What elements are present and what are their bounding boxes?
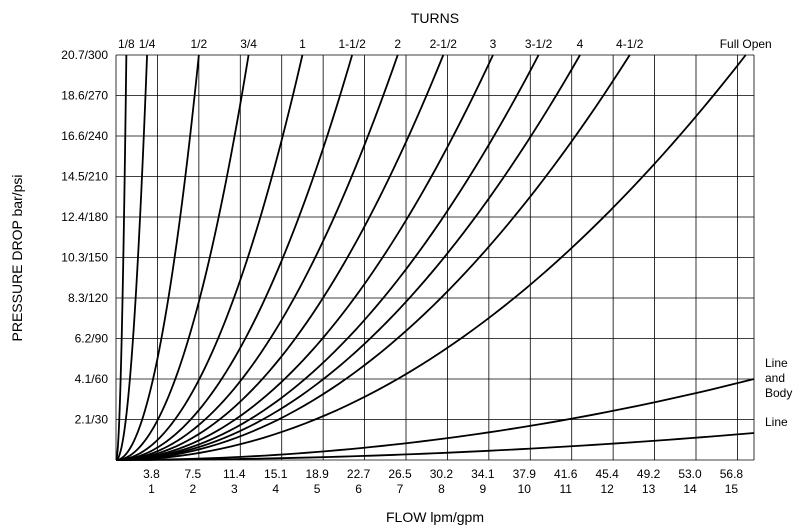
- line-curve-1-label-2: and: [765, 371, 785, 385]
- y-tick-labels: 2.1/30 4.1/60 6.2/90 8.3/120 10.3/150 12.4/18…: [61, 48, 108, 427]
- curve-turns-7: [115, 54, 399, 461]
- y-tick-4: 8.3/120: [68, 291, 108, 305]
- x-tick-lpm-2: 7.5: [185, 467, 202, 481]
- turn-label-3: 1/2: [191, 37, 208, 51]
- y-tick-9: 18.6/270: [61, 89, 108, 103]
- x-tick-gpm-8: 8: [438, 482, 445, 496]
- x-tick-lpm-1: 3.8: [143, 467, 160, 481]
- turn-label-1: 1/8: [118, 37, 135, 51]
- x-tick-gpm-6: 6: [355, 482, 362, 496]
- x-tick-lpm-10: 37.9: [513, 467, 537, 481]
- y-tick-5: 10.3/150: [61, 251, 108, 265]
- top-title: TURNS: [411, 10, 459, 26]
- turn-label-6: 1-1/2: [338, 37, 366, 51]
- x-tick-gpm-2: 2: [190, 482, 197, 496]
- x-tick-lpm-15: 56.8: [720, 467, 744, 481]
- line-curve-1: [115, 378, 755, 461]
- y-tick-8: 16.6/240: [61, 129, 108, 143]
- line-curve-2-label-1: Line: [765, 415, 788, 429]
- x-tick-lpm-12: 45.4: [595, 467, 619, 481]
- turn-label-5: 1: [299, 37, 306, 51]
- y-axis-title: PRESSURE DROP bar/psi: [9, 174, 25, 341]
- y-tick-6: 12.4/180: [61, 210, 108, 224]
- turn-labels: 1/8 1/4 1/2 3/4 1 1-1/2 2 2-1/2 3 3-1/2 4 4-1/2 Full…: [118, 37, 772, 51]
- x-tick-gpm-7: 7: [397, 482, 404, 496]
- line-curve-2: [115, 432, 755, 461]
- turn-label-4: 3/4: [240, 37, 257, 51]
- curve-turns-12: [115, 54, 631, 461]
- turn-label-7: 2: [394, 37, 401, 51]
- y-tick-3: 6.2/90: [75, 332, 109, 346]
- x-tick-gpm-11: 11: [559, 482, 572, 496]
- curve-turns-5: [115, 54, 304, 461]
- x-tick-gpm-15: 15: [725, 482, 739, 496]
- x-tick-lpm-8: 30.2: [430, 467, 454, 481]
- x-tick-gpm-5: 5: [314, 482, 321, 496]
- grid: [115, 54, 755, 461]
- x-tick-gpm-12: 12: [600, 482, 614, 496]
- turn-label-8: 2-1/2: [430, 37, 458, 51]
- turn-curves: [115, 54, 747, 461]
- curve-turns-9: [115, 54, 494, 461]
- x-tick-lpm-4: 15.1: [264, 467, 288, 481]
- x-tick-gpm-4: 4: [272, 482, 279, 496]
- x-tick-gpm-10: 10: [518, 482, 532, 496]
- turn-label-12: 4-1/2: [616, 37, 644, 51]
- curve-turns-8: [115, 54, 445, 461]
- x-tick-labels: 3.81 7.52 11.43 15.14 18.95 22.76 26.57 30.28 34…: [143, 467, 743, 496]
- line-curve-1-label-1: Line: [765, 356, 788, 370]
- x-tick-lpm-11: 41.6: [554, 467, 578, 481]
- curve-turns-4: [115, 54, 250, 461]
- curve-turns-10: [115, 54, 540, 461]
- curve-turns-3: [115, 54, 200, 461]
- x-tick-gpm-13: 13: [642, 482, 656, 496]
- x-tick-lpm-6: 22.7: [347, 467, 371, 481]
- x-tick-lpm-14: 53.0: [678, 467, 702, 481]
- x-tick-gpm-1: 1: [148, 482, 155, 496]
- x-tick-gpm-3: 3: [231, 482, 238, 496]
- x-tick-lpm-3: 11.4: [223, 467, 246, 481]
- turn-label-9: 3: [490, 37, 497, 51]
- x-tick-lpm-13: 49.2: [637, 467, 661, 481]
- y-tick-7: 14.5/210: [61, 170, 108, 184]
- x-tick-lpm-9: 34.1: [471, 467, 495, 481]
- x-tick-gpm-14: 14: [683, 482, 697, 496]
- y-tick-2: 4.1/60: [75, 372, 109, 386]
- curve-turns-11: [115, 54, 581, 461]
- x-tick-lpm-5: 18.9: [305, 467, 329, 481]
- y-tick-10: 20.7/300: [61, 48, 108, 62]
- y-tick-1: 2.1/30: [75, 413, 109, 427]
- x-tick-gpm-9: 9: [480, 482, 487, 496]
- turn-label-13: Full Open: [720, 37, 772, 51]
- x-axis-title: FLOW lpm/gpm: [386, 509, 484, 525]
- x-tick-lpm-7: 26.5: [388, 467, 412, 481]
- curve-turns-1: [115, 54, 128, 461]
- curve-turns-6: [115, 54, 354, 461]
- turn-label-10: 3-1/2: [525, 37, 553, 51]
- curve-turns-2: [115, 54, 148, 461]
- line-curve-1-label-3: Body: [765, 386, 792, 400]
- curve-turns-13: [115, 54, 747, 461]
- turn-label-11: 4: [577, 37, 584, 51]
- turn-label-2: 1/4: [139, 37, 156, 51]
